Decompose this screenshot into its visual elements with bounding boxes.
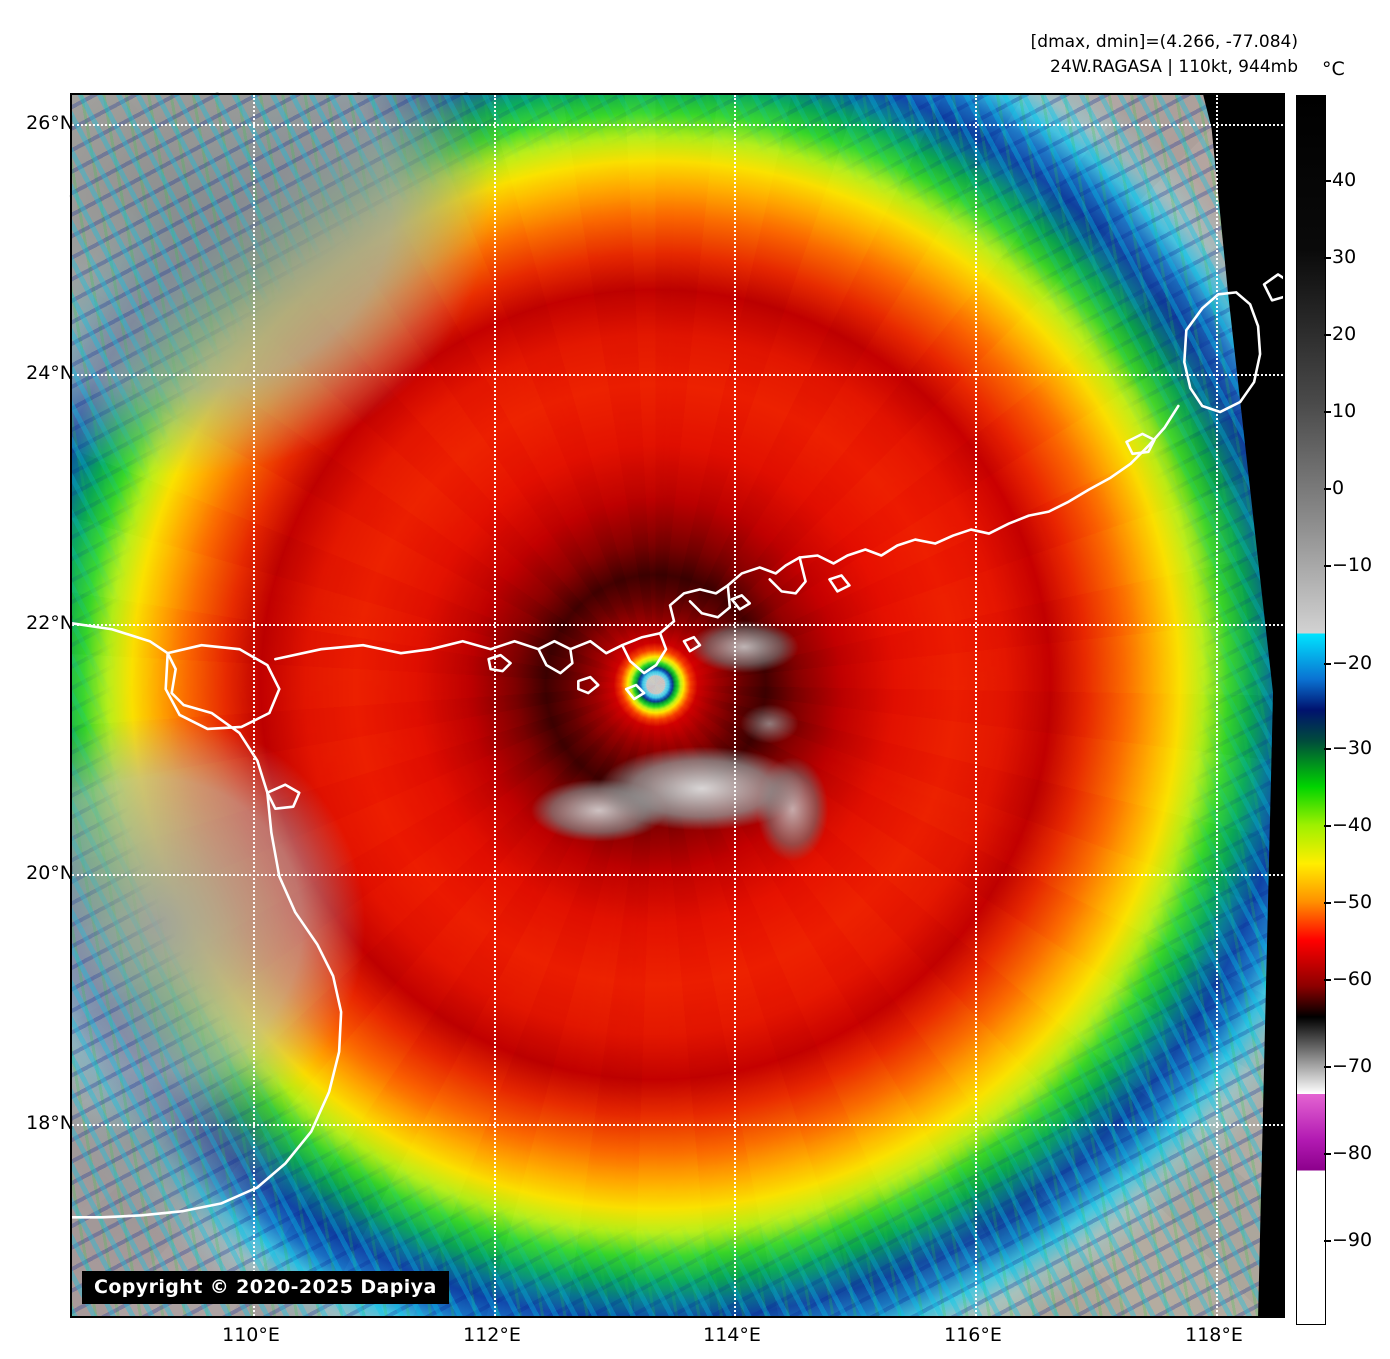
- coastline-overlay: [72, 95, 1283, 1316]
- colorbar-tick-40: 40: [1323, 169, 1357, 191]
- gridline-lon-114: [734, 95, 736, 1316]
- gridline-lat-22: [72, 624, 1283, 626]
- graticule: [72, 95, 1283, 1316]
- gridline-lon-110: [253, 95, 255, 1316]
- colorbar-tick-m90: −90: [1323, 1229, 1373, 1251]
- colorbar-unit-label: °C: [1322, 58, 1345, 80]
- colorbar-tick-m40: −40: [1323, 814, 1373, 836]
- colorbar-tick-m60: −60: [1323, 968, 1373, 990]
- gridline-lat-24: [72, 374, 1283, 376]
- ytick-label-20N: 20°N: [26, 862, 74, 884]
- satellite-image-plot: Copyright © 2020-2025 Dapiya: [70, 93, 1285, 1318]
- xtick-label-114E: 114°E: [703, 1324, 761, 1346]
- colorbar-tick-m30: −30: [1323, 737, 1373, 759]
- xtick-label-118E: 118°E: [1185, 1324, 1243, 1346]
- xtick-label-110E: 110°E: [222, 1324, 280, 1346]
- colorbar: [1296, 95, 1326, 1325]
- colorbar-tick-10: 10: [1323, 400, 1357, 422]
- colorbar-tick-20: 20: [1323, 323, 1357, 345]
- colorbar-gradient: [1297, 96, 1325, 1324]
- copyright-watermark: Copyright © 2020-2025 Dapiya: [82, 1271, 449, 1304]
- ytick-label-18N: 18°N: [26, 1112, 74, 1134]
- gridline-lon-118: [1216, 95, 1218, 1316]
- colorbar-tick-m50: −50: [1323, 891, 1373, 913]
- gridline-lat-20: [72, 874, 1283, 876]
- colorbar-tick-m20: −20: [1323, 652, 1373, 674]
- gridline-lat-18: [72, 1124, 1283, 1126]
- colorbar-tick-30: 30: [1323, 246, 1357, 268]
- header-metadata: [dmax, dmin]=(4.266, -77.084) 24W.RAGASA…: [1031, 30, 1298, 80]
- storm-info-annotation: 24W.RAGASA | 110kt, 944mb: [1050, 57, 1298, 77]
- colorbar-tick-0: 0: [1323, 477, 1345, 499]
- gridline-lon-112: [494, 95, 496, 1316]
- ytick-label-26N: 26°N: [26, 112, 74, 134]
- xtick-label-116E: 116°E: [944, 1324, 1002, 1346]
- gridline-lon-116: [975, 95, 977, 1316]
- colorbar-tick-m70: −70: [1323, 1055, 1373, 1077]
- colorbar-tick-m10: −10: [1323, 554, 1373, 576]
- ytick-label-22N: 22°N: [26, 612, 74, 634]
- gridline-lat-26: [72, 124, 1283, 126]
- data-range-annotation: [dmax, dmin]=(4.266, -77.084): [1030, 32, 1298, 52]
- plot-inner: Copyright © 2020-2025 Dapiya: [72, 95, 1283, 1316]
- xtick-label-112E: 112°E: [463, 1324, 521, 1346]
- ytick-label-24N: 24°N: [26, 362, 74, 384]
- colorbar-tick-m80: −80: [1323, 1142, 1373, 1164]
